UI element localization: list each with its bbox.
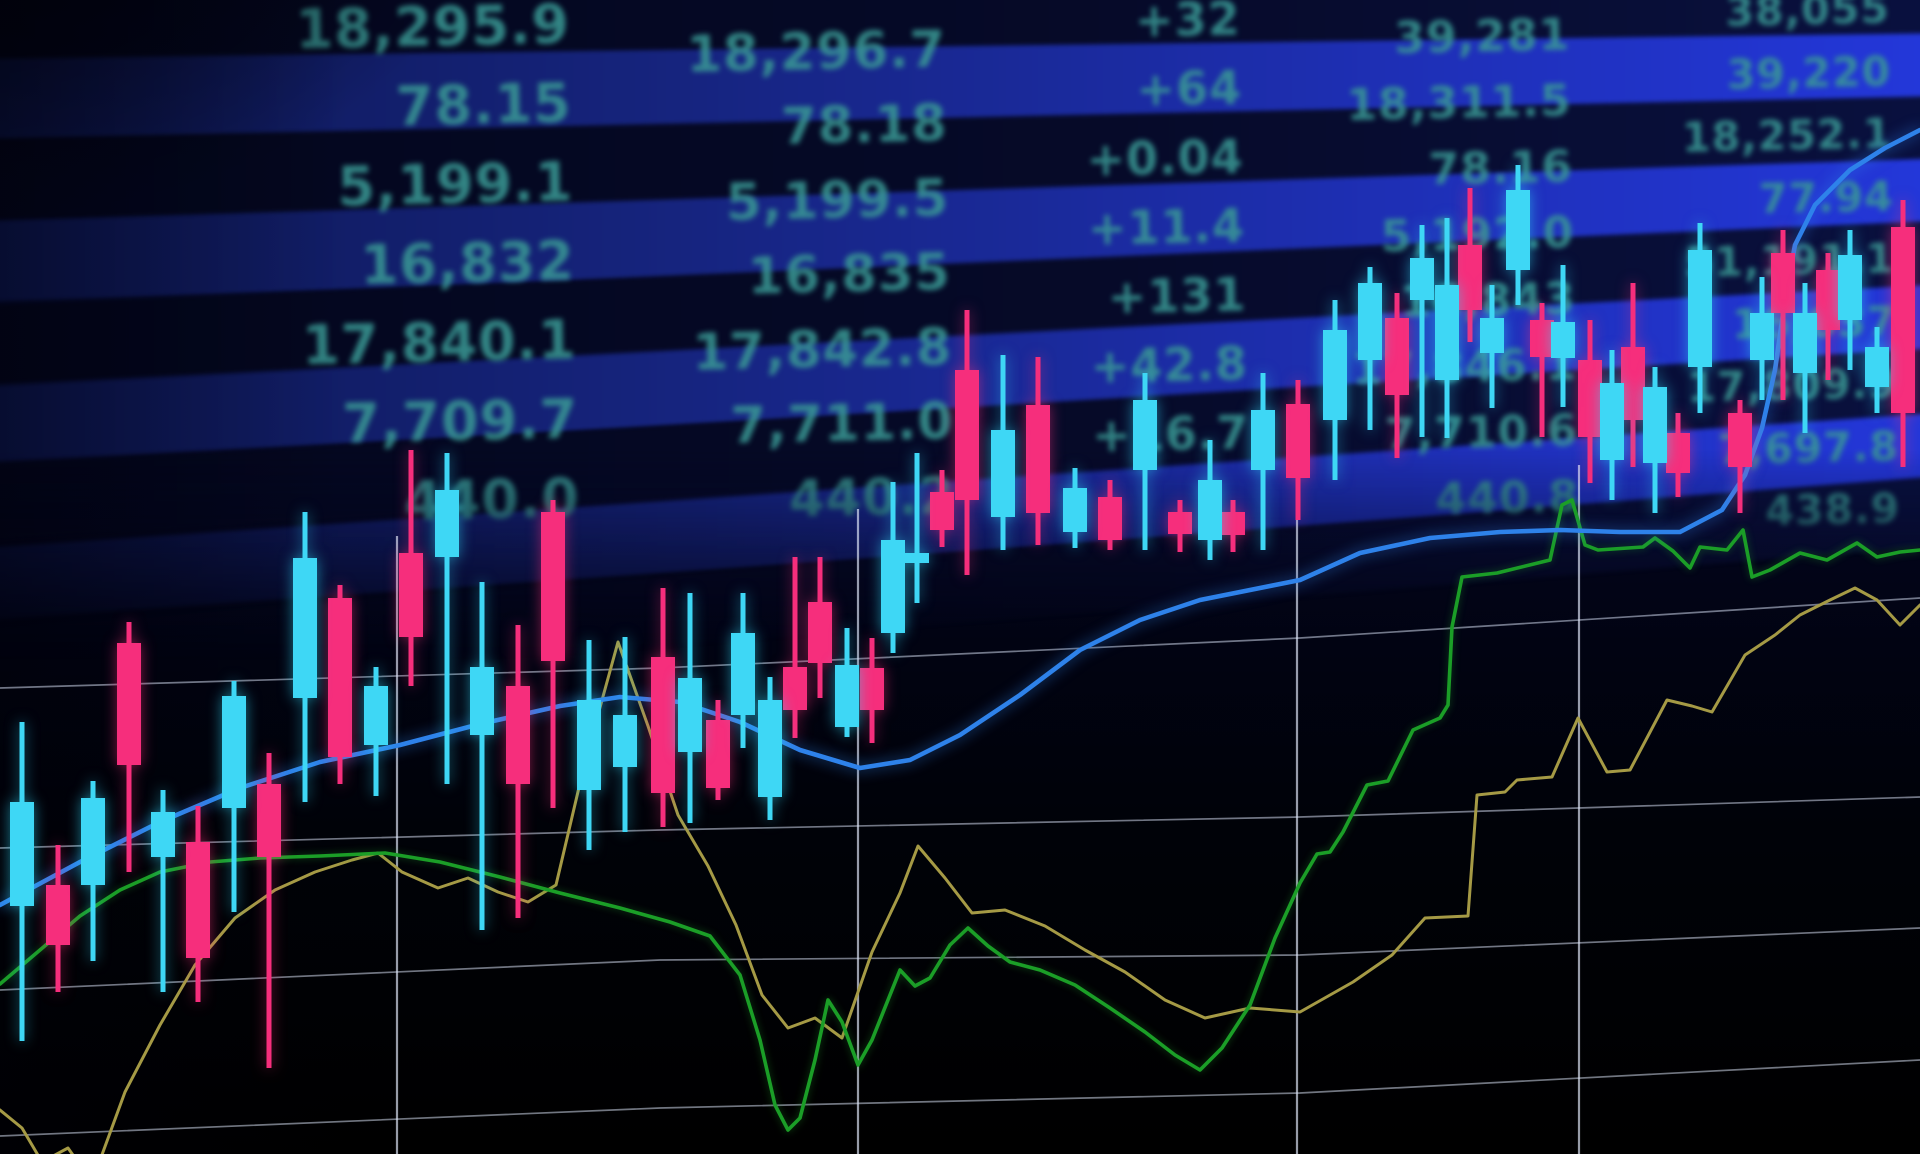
candle-body bbox=[678, 678, 702, 752]
candle-body bbox=[1221, 512, 1245, 535]
candle-body bbox=[222, 696, 246, 808]
candle-wick bbox=[444, 453, 450, 784]
candle-body bbox=[1133, 400, 1157, 470]
candle-body bbox=[293, 558, 317, 698]
candle-body bbox=[1643, 387, 1667, 463]
candle-body bbox=[731, 633, 755, 715]
candle-wick bbox=[792, 557, 798, 738]
candle-body bbox=[1063, 488, 1087, 532]
candle-body bbox=[1793, 313, 1817, 373]
candle-body bbox=[613, 715, 637, 767]
candle-body bbox=[1600, 383, 1624, 460]
candle-body bbox=[1506, 190, 1530, 270]
candle-body bbox=[577, 700, 601, 790]
candle-wick bbox=[266, 753, 272, 1068]
candle-body bbox=[1323, 330, 1347, 420]
candle-body bbox=[1385, 318, 1409, 395]
candle-wick bbox=[914, 453, 920, 603]
candle-body bbox=[651, 657, 675, 793]
candle-body bbox=[435, 490, 459, 557]
candle-body bbox=[1198, 480, 1222, 540]
candle-body bbox=[1551, 322, 1575, 358]
candle-body bbox=[706, 720, 730, 788]
up-candles-group bbox=[10, 165, 1889, 1041]
down-candles-group bbox=[46, 188, 1915, 1068]
grid-horizontal-line bbox=[0, 597, 1920, 689]
candle-body bbox=[991, 430, 1015, 517]
candle-body bbox=[930, 492, 954, 530]
ma-fast-blue bbox=[0, 127, 1920, 908]
ma-mid-green bbox=[0, 498, 1920, 1132]
candle-body bbox=[10, 802, 34, 906]
candle-wick bbox=[1419, 225, 1425, 437]
candle-wick bbox=[1539, 303, 1545, 437]
candle-body bbox=[1816, 270, 1840, 330]
candle-body bbox=[1865, 347, 1889, 387]
candle-body bbox=[151, 812, 175, 857]
candle-body bbox=[1666, 433, 1690, 473]
candle-body bbox=[1098, 497, 1122, 540]
candle-body bbox=[1891, 227, 1915, 413]
candle-body bbox=[46, 885, 70, 945]
candle-body bbox=[541, 512, 565, 661]
candle-body bbox=[81, 798, 105, 885]
candle-body bbox=[1410, 258, 1434, 300]
candle-body bbox=[1358, 283, 1382, 360]
candle-body bbox=[399, 553, 423, 637]
candle-body bbox=[1838, 255, 1862, 320]
candle-body bbox=[257, 784, 281, 857]
candle-body bbox=[470, 667, 494, 735]
candle-body bbox=[808, 602, 832, 663]
perspective-grid bbox=[0, 465, 1920, 1154]
candle-body bbox=[1530, 320, 1554, 357]
candle-body bbox=[881, 540, 905, 633]
candle-body bbox=[1621, 347, 1645, 420]
candle-body bbox=[1750, 313, 1774, 360]
candle-body bbox=[758, 700, 782, 797]
candle-wick bbox=[160, 790, 166, 992]
candle-body bbox=[117, 643, 141, 765]
candle-body bbox=[506, 686, 530, 784]
candle-body bbox=[1251, 410, 1275, 470]
candle-body bbox=[1026, 405, 1050, 513]
candle-body bbox=[1688, 250, 1712, 367]
candle-body bbox=[364, 686, 388, 745]
candle-body bbox=[328, 598, 352, 757]
grid-horizontal-line bbox=[0, 1059, 1920, 1137]
ma-slow-yellow bbox=[0, 586, 1920, 1154]
grid-horizontal-line bbox=[0, 927, 1920, 991]
candle-body bbox=[1578, 360, 1602, 437]
candle-body bbox=[1168, 512, 1192, 534]
candle-body bbox=[1480, 318, 1504, 353]
candle-body bbox=[1458, 245, 1482, 310]
candle-body bbox=[835, 665, 859, 727]
candle-body bbox=[186, 842, 210, 958]
candle-wick bbox=[1780, 230, 1786, 400]
grid-horizontal-line bbox=[0, 796, 1920, 849]
candle-body bbox=[783, 667, 807, 710]
candle-body bbox=[1435, 285, 1459, 380]
candle-body bbox=[860, 668, 884, 710]
candle-body bbox=[1286, 404, 1310, 478]
candle-body bbox=[905, 553, 929, 563]
candle-body bbox=[1728, 413, 1752, 467]
candle-body bbox=[955, 370, 979, 500]
candle-wick bbox=[479, 582, 485, 930]
candle-body bbox=[1771, 253, 1795, 313]
